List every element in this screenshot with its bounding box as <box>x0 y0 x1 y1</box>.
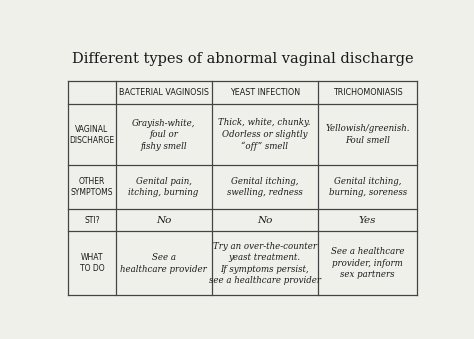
Text: YEAST INFECTION: YEAST INFECTION <box>230 88 300 97</box>
Text: Thick, white, chunky.
Odorless or slightly
“off” smell: Thick, white, chunky. Odorless or slight… <box>219 118 311 151</box>
Text: See a
healthcare provider: See a healthcare provider <box>120 253 207 274</box>
Text: Genital pain,
itching, burning: Genital pain, itching, burning <box>128 177 199 197</box>
Text: VAGINAL
DISCHARGE: VAGINAL DISCHARGE <box>69 125 115 145</box>
Text: No: No <box>156 216 171 224</box>
Text: Genital itching,
burning, soreness: Genital itching, burning, soreness <box>328 177 407 197</box>
Text: Different types of abnormal vaginal discharge: Different types of abnormal vaginal disc… <box>72 53 414 66</box>
Text: See a healthcare
provider, inform
sex partners: See a healthcare provider, inform sex pa… <box>331 247 404 279</box>
Text: Grayish-white,
foul or
fishy smell: Grayish-white, foul or fishy smell <box>132 119 195 151</box>
Text: STI?: STI? <box>84 216 100 224</box>
Text: TRICHOMONIASIS: TRICHOMONIASIS <box>333 88 402 97</box>
Text: Yes: Yes <box>359 216 376 224</box>
Text: Yellowish/greenish.
Foul smell: Yellowish/greenish. Foul smell <box>326 124 410 145</box>
Text: OTHER
SYMPTOMS: OTHER SYMPTOMS <box>71 177 113 197</box>
Text: Genital itching,
swelling, redness: Genital itching, swelling, redness <box>227 177 302 197</box>
Text: WHAT
TO DO: WHAT TO DO <box>80 253 104 273</box>
Text: Try an over-the-counter
yeast treatment.
If symptoms persist,
see a healthcare p: Try an over-the-counter yeast treatment.… <box>209 242 321 285</box>
Text: No: No <box>257 216 273 224</box>
Text: BACTERIAL VAGINOSIS: BACTERIAL VAGINOSIS <box>118 88 209 97</box>
